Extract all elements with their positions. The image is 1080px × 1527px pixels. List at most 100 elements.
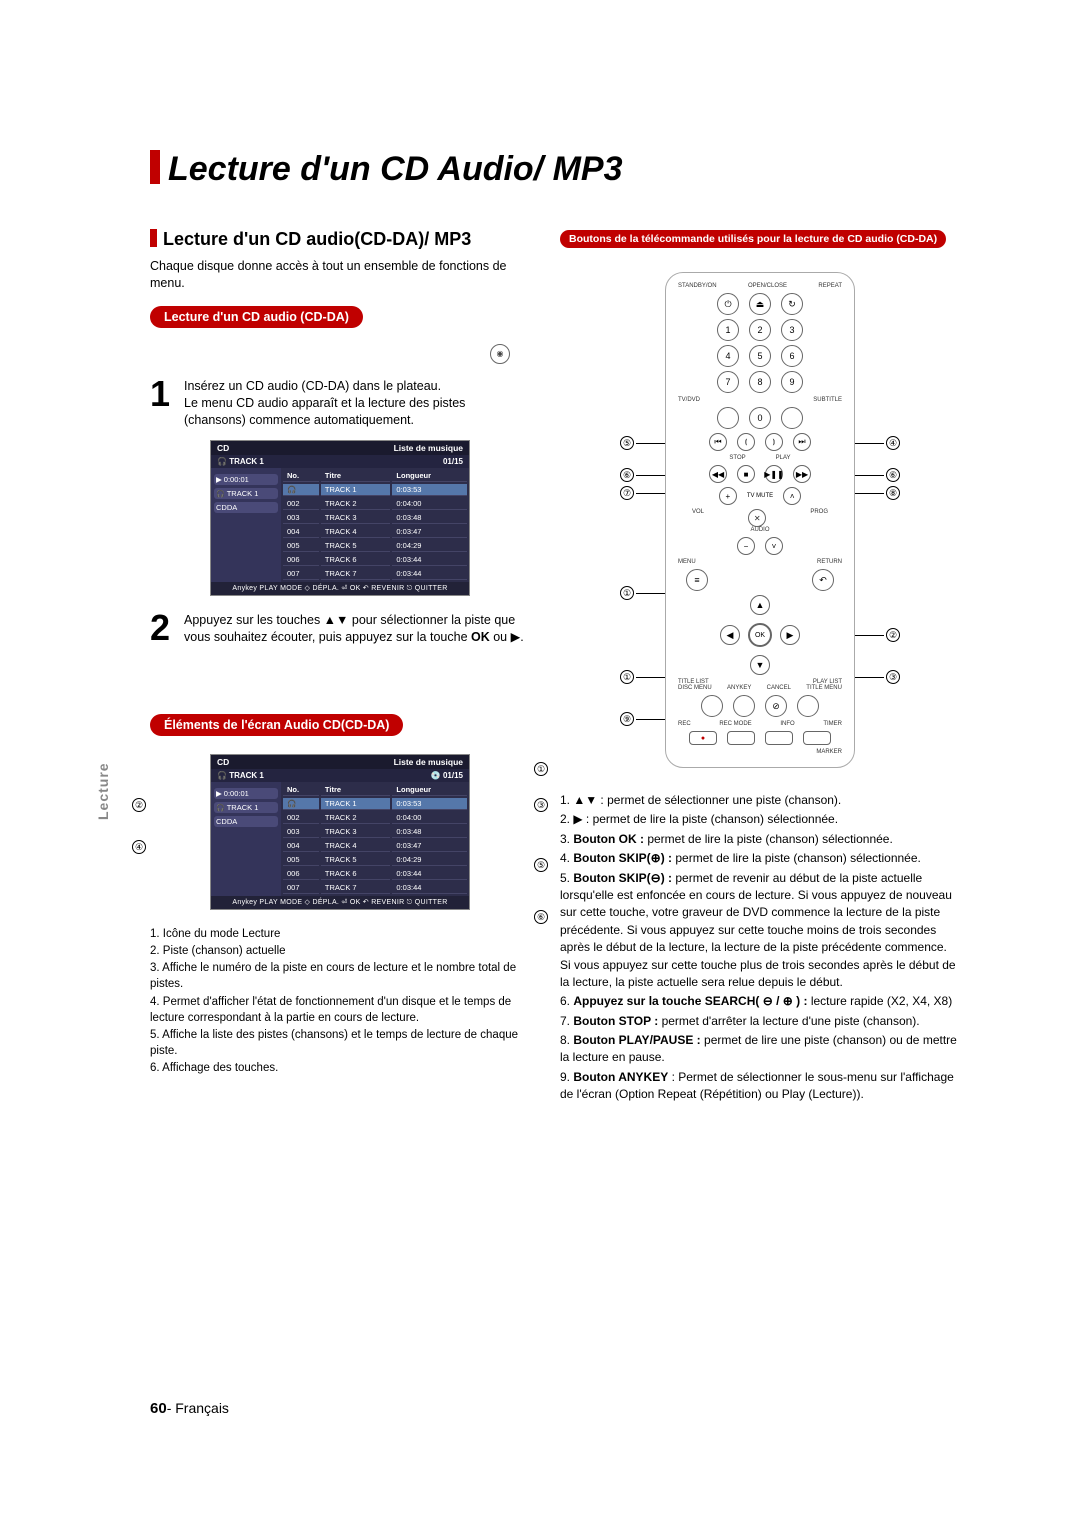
prog-up-button[interactable]: ˄ xyxy=(783,487,801,505)
step-2-tail: ou ▶. xyxy=(493,630,523,644)
lbl-rec: REC xyxy=(678,721,691,727)
lbl-titlemenu: TITLE MENU xyxy=(806,685,842,691)
section-heading: Lecture d'un CD audio(CD-DA)/ MP3 xyxy=(150,229,530,250)
lbl-stop: STOP xyxy=(729,455,745,461)
num-1[interactable]: 1 xyxy=(717,319,739,341)
vol-up-button[interactable]: + xyxy=(719,487,737,505)
anykey-button[interactable] xyxy=(733,695,755,717)
rc-callout-1a: ① xyxy=(620,586,666,600)
info-button[interactable] xyxy=(765,731,793,745)
menu-button[interactable]: ≡ xyxy=(686,569,708,591)
remote-button-descriptions: 1. ▲▼ : permet de sélectionner une piste… xyxy=(560,792,960,1104)
callout-3: ③ xyxy=(534,798,548,812)
rec-button[interactable]: ● xyxy=(689,731,717,745)
pill-screen-elements: Éléments de l'écran Audio CD(CD-DA) xyxy=(150,714,403,736)
dpad-left[interactable]: ◀ xyxy=(720,625,740,645)
lbl-cancel: CANCEL xyxy=(767,685,791,691)
fwd-button[interactable]: ⦆ xyxy=(765,433,783,451)
search-back-button[interactable]: ◀◀ xyxy=(709,465,727,483)
screen-counter: 01/15 xyxy=(443,457,463,466)
open-close-button[interactable]: ⏏ xyxy=(749,293,771,315)
step-2-text: Appuyez sur les touches ▲▼ pour sélectio… xyxy=(184,613,515,644)
rc-callout-4: ④ xyxy=(854,436,900,450)
titlelist-button[interactable] xyxy=(701,695,723,717)
prog-down-button[interactable]: ˅ xyxy=(765,537,783,555)
remote-diagram: ⑤ ⑥ ⑦ ① ① ⑨ ④ ⑥ ⑧ ② ③ STANDBY/ON OPEN/CL… xyxy=(620,272,900,768)
subtitle-button[interactable] xyxy=(781,407,803,429)
skip-next-button[interactable]: ⏭ xyxy=(793,433,811,451)
rc-callout-1b: ① xyxy=(620,670,666,684)
screen-element-legend: 1. Icône du mode Lecture 2. Piste (chans… xyxy=(150,926,530,1076)
legend-5: 5. Affiche la liste des pistes (chansons… xyxy=(150,1027,530,1059)
left-column: Lecture d'un CD audio(CD-DA)/ MP3 Chaque… xyxy=(150,229,530,1106)
play-pause-button[interactable]: ▶❚❚ xyxy=(765,465,783,483)
rc-callout-7: ⑦ xyxy=(620,486,666,500)
rc-callout-5: ⑤ xyxy=(620,436,666,450)
legend-3: 3. Affiche le numéro de la piste en cour… xyxy=(150,960,530,992)
pill-audio-cd: Lecture d'un CD audio (CD-DA) xyxy=(150,306,363,328)
desc-5: 5. Bouton SKIP(⊖) : permet de revenir au… xyxy=(560,870,960,992)
desc-7: 7. Bouton STOP : permet d'arrêter la lec… xyxy=(560,1013,960,1030)
skip-prev-button[interactable]: ⏮ xyxy=(709,433,727,451)
cd-screen-annotated: ② ④ ① ③ ⑤ ⑥ CD Liste de musique 🎧 TRACK … xyxy=(150,754,530,910)
mute-button[interactable]: ✕ xyxy=(748,509,766,527)
ok-button[interactable]: OK xyxy=(748,623,772,647)
back-button[interactable]: ⦅ xyxy=(737,433,755,451)
num-6[interactable]: 6 xyxy=(781,345,803,367)
timer-button[interactable] xyxy=(803,731,831,745)
search-fwd-button[interactable]: ▶▶ xyxy=(793,465,811,483)
dpad-right[interactable]: ▶ xyxy=(780,625,800,645)
screen-track-label: 🎧 TRACK 1 xyxy=(217,457,264,466)
num-5[interactable]: 5 xyxy=(749,345,771,367)
recmode-button[interactable] xyxy=(727,731,755,745)
desc-3: 3. Bouton OK : permet de lire la piste (… xyxy=(560,831,960,848)
lbl-repeat: REPEAT xyxy=(818,283,842,289)
rc-callout-2: ② xyxy=(854,628,900,642)
desc-4: 4. Bouton SKIP(⊕) : permet de lire la pi… xyxy=(560,850,960,867)
num-8[interactable]: 8 xyxy=(749,371,771,393)
num-2[interactable]: 2 xyxy=(749,319,771,341)
desc-8: 8. Bouton PLAY/PAUSE : permet de lire un… xyxy=(560,1032,960,1067)
lbl-discmenu: DISC MENU xyxy=(678,685,712,691)
lbl-prog: PROG xyxy=(810,509,828,527)
return-button[interactable]: ↶ xyxy=(812,569,834,591)
cancel-button[interactable]: ⊘ xyxy=(765,695,787,717)
tvdvd-button[interactable] xyxy=(717,407,739,429)
num-0[interactable]: 0 xyxy=(749,407,771,429)
rc-callout-9: ⑨ xyxy=(620,712,666,726)
desc-1: 1. ▲▼ : permet de sélectionner une piste… xyxy=(560,792,960,809)
num-4[interactable]: 4 xyxy=(717,345,739,367)
lbl-info: INFO xyxy=(780,721,794,727)
callout-5: ⑤ xyxy=(534,858,548,872)
step-number-2: 2 xyxy=(150,612,178,646)
rc-callout-6l: ⑥ xyxy=(620,468,666,482)
standby-button[interactable]: ⏻ xyxy=(717,293,739,315)
section-side-label: Lecture xyxy=(95,762,111,820)
lbl-audio: AUDIO xyxy=(750,527,769,533)
rc-callout-3: ③ xyxy=(854,670,900,684)
ok-bold: OK xyxy=(471,630,490,644)
vol-down-button[interactable]: − xyxy=(737,537,755,555)
legend-1: 1. Icône du mode Lecture xyxy=(150,926,530,942)
step-1: 1 Insérez un CD audio (CD-DA) dans le pl… xyxy=(150,378,530,429)
screen-time-item: ▶ 0:00:01 xyxy=(214,474,278,485)
rc-callout-8: ⑧ xyxy=(854,486,900,500)
remote-body: STANDBY/ON OPEN/CLOSE REPEAT ⏻ ⏏ ↻ 123 4… xyxy=(665,272,855,768)
repeat-button[interactable]: ↻ xyxy=(781,293,803,315)
screen-cd-label: CD xyxy=(217,443,229,453)
num-9[interactable]: 9 xyxy=(781,371,803,393)
dpad-up[interactable]: ▲ xyxy=(750,595,770,615)
dpad-down[interactable]: ▼ xyxy=(750,655,770,675)
footer-lang: Français xyxy=(175,1400,229,1416)
playlist-button[interactable] xyxy=(797,695,819,717)
num-7[interactable]: 7 xyxy=(717,371,739,393)
rc-callout-6r: ⑥ xyxy=(854,468,900,482)
num-3[interactable]: 3 xyxy=(781,319,803,341)
step-2: 2 Appuyez sur les touches ▲▼ pour sélect… xyxy=(150,612,530,646)
col-titre: Titre xyxy=(321,470,391,482)
stop-button[interactable]: ■ xyxy=(737,465,755,483)
cd-screen-mock-1: CD Liste de musique 🎧 TRACK 1 01/15 ▶ 0:… xyxy=(210,440,470,596)
lbl-vol: VOL xyxy=(692,509,704,527)
intro-text: Chaque disque donne accès à tout un ense… xyxy=(150,258,530,292)
cd-icon: ◉ xyxy=(490,344,510,364)
